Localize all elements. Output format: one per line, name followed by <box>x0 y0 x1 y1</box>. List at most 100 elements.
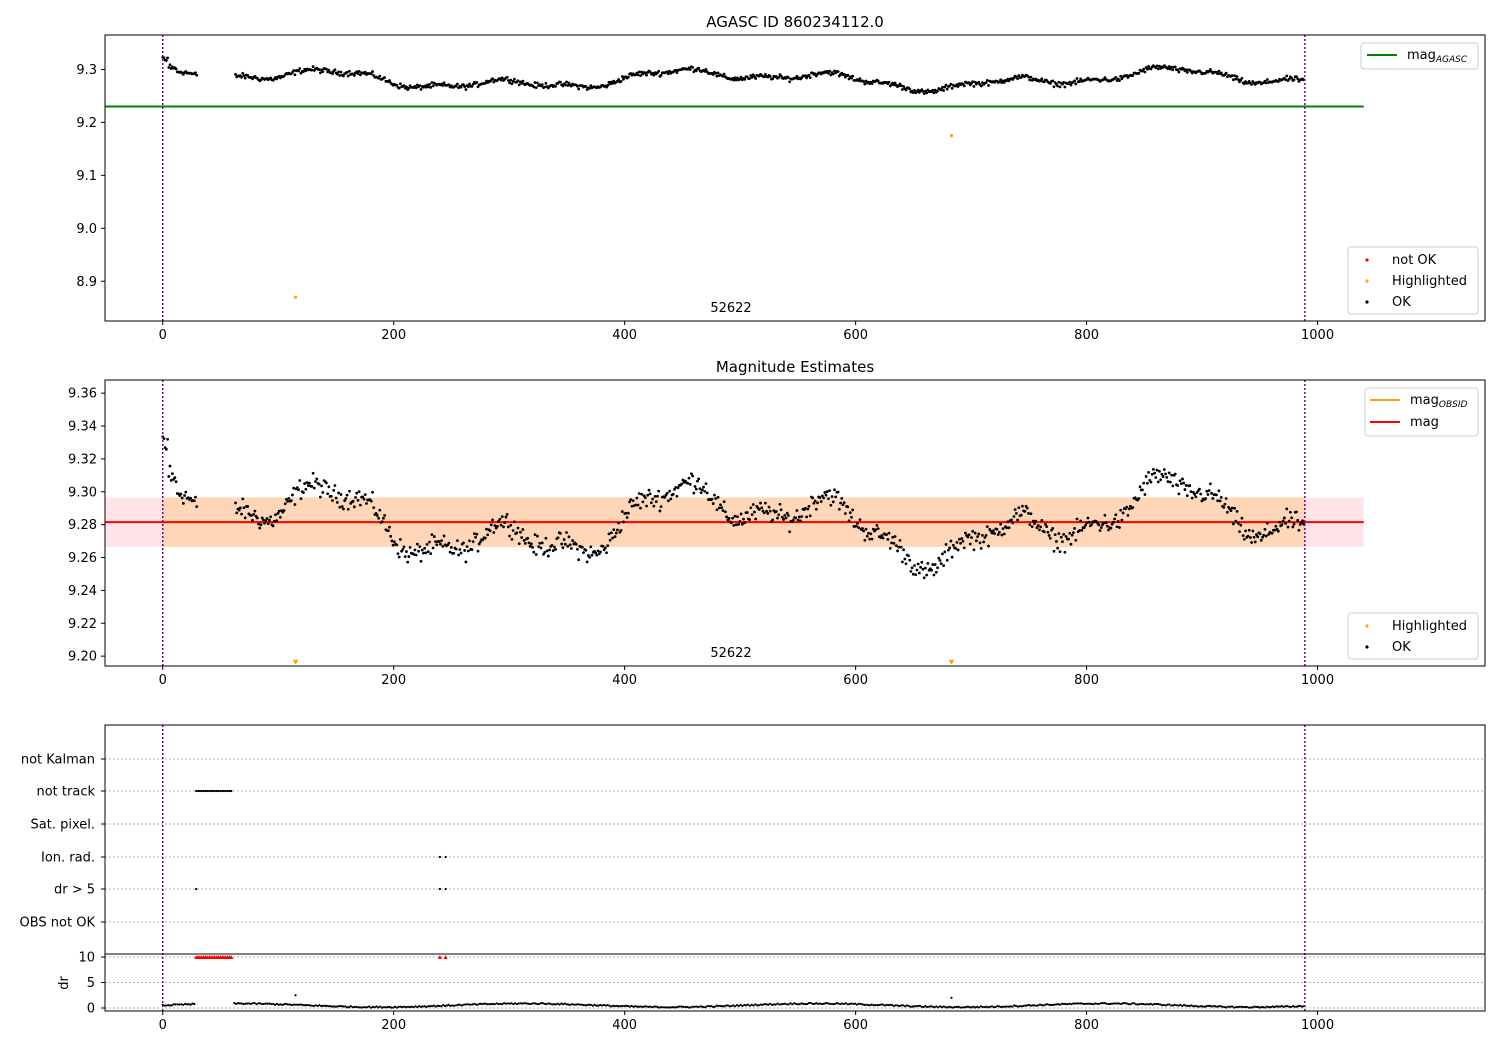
ok-point <box>805 76 809 80</box>
dr-point <box>700 1005 703 1008</box>
ok-point <box>352 505 356 509</box>
ok-point <box>1156 67 1160 71</box>
ok-point <box>640 492 644 496</box>
flag-label: dr > 5 <box>54 883 95 898</box>
ok-point <box>1258 532 1262 536</box>
ok-point <box>846 73 850 77</box>
ok-point <box>311 471 315 475</box>
ok-point <box>596 549 600 553</box>
ok-point <box>395 83 399 87</box>
dr-point <box>713 1005 716 1008</box>
dr-point <box>582 1003 585 1007</box>
ok-point <box>562 538 566 541</box>
ok-point <box>243 516 247 520</box>
dr-point <box>780 1003 783 1006</box>
ok-point <box>1068 80 1072 84</box>
dr-point <box>1284 1004 1287 1008</box>
dr-point <box>1157 1003 1160 1006</box>
plot-area <box>105 725 1485 1011</box>
dr-point <box>475 1003 478 1006</box>
dr-point <box>1267 1006 1271 1009</box>
ok-point <box>1150 472 1154 476</box>
dr-point <box>1048 1003 1051 1006</box>
ok-point <box>1301 519 1304 523</box>
ok-point <box>1153 471 1157 475</box>
ok-point <box>345 70 349 74</box>
ok-point <box>413 548 417 552</box>
ok-point <box>1031 519 1035 523</box>
ok-point <box>548 548 551 552</box>
ok-point <box>974 539 978 543</box>
dr-point <box>556 1002 559 1005</box>
dr-point <box>260 1002 264 1006</box>
dr-point <box>911 1005 914 1008</box>
dr-tick-label: 0 <box>87 1002 95 1017</box>
dr-point <box>1114 1002 1117 1005</box>
dr-point <box>746 1003 750 1006</box>
ok-point <box>344 497 348 500</box>
dr-point <box>1275 1005 1278 1008</box>
ok-point <box>363 70 367 74</box>
ok-point <box>447 541 451 545</box>
dr-point <box>988 1005 992 1008</box>
dr-point <box>933 1006 936 1009</box>
ok-point <box>1040 77 1044 81</box>
ok-point <box>1165 475 1169 479</box>
dr-point <box>303 1004 306 1007</box>
ok-point <box>1078 80 1081 83</box>
ok-point <box>900 88 904 91</box>
ok-point <box>631 499 635 503</box>
ok-point <box>666 72 670 76</box>
ok-point <box>1120 518 1124 522</box>
ok-point <box>1143 70 1147 74</box>
highlighted-point <box>949 134 954 138</box>
ok-point <box>440 539 444 543</box>
ok-point <box>996 533 1000 536</box>
dr-point <box>456 1003 460 1006</box>
dr-point <box>741 1004 744 1008</box>
ok-point <box>431 84 435 88</box>
ok-point <box>474 535 477 539</box>
dr-point <box>1225 1006 1228 1009</box>
dr-point <box>1142 1003 1145 1006</box>
ok-point <box>1131 506 1135 509</box>
dr-point <box>1081 1002 1084 1005</box>
dr-point <box>660 1006 663 1009</box>
dr-point <box>763 1002 766 1006</box>
ok-point <box>979 84 983 88</box>
dr-point <box>804 1002 807 1006</box>
dr-point <box>815 1002 818 1005</box>
dr-point <box>1131 1002 1134 1005</box>
ok-point <box>1138 485 1142 489</box>
dr-point <box>807 1001 811 1005</box>
ok-point <box>1105 524 1109 528</box>
dr-axis-label: dr <box>57 976 72 990</box>
ok-point <box>1218 499 1222 503</box>
ok-point <box>388 525 391 529</box>
ok-point <box>584 548 588 552</box>
ok-point <box>925 573 929 577</box>
ok-point <box>949 539 953 543</box>
dr-point <box>1011 1005 1014 1008</box>
legend-box <box>1347 246 1479 315</box>
dr-point <box>427 1005 430 1008</box>
dr-point <box>817 1002 820 1005</box>
dr-point <box>1092 1003 1095 1006</box>
dr-point <box>1203 1005 1206 1008</box>
ok-point <box>1173 65 1177 69</box>
ok-point <box>891 535 895 539</box>
dr-point <box>501 1003 504 1006</box>
dr-point <box>852 1002 855 1006</box>
dr-point <box>325 1004 328 1007</box>
ok-point <box>715 74 719 78</box>
ok-point <box>669 497 673 501</box>
ok-point <box>293 503 297 506</box>
dr-point <box>235 1002 238 1005</box>
dr-point <box>539 1002 543 1005</box>
dr-point <box>1036 1004 1040 1007</box>
ok-point <box>358 73 362 77</box>
ok-point <box>771 77 775 81</box>
ok-point <box>556 536 560 540</box>
ok-point <box>1207 489 1211 492</box>
ok-point <box>237 508 241 512</box>
